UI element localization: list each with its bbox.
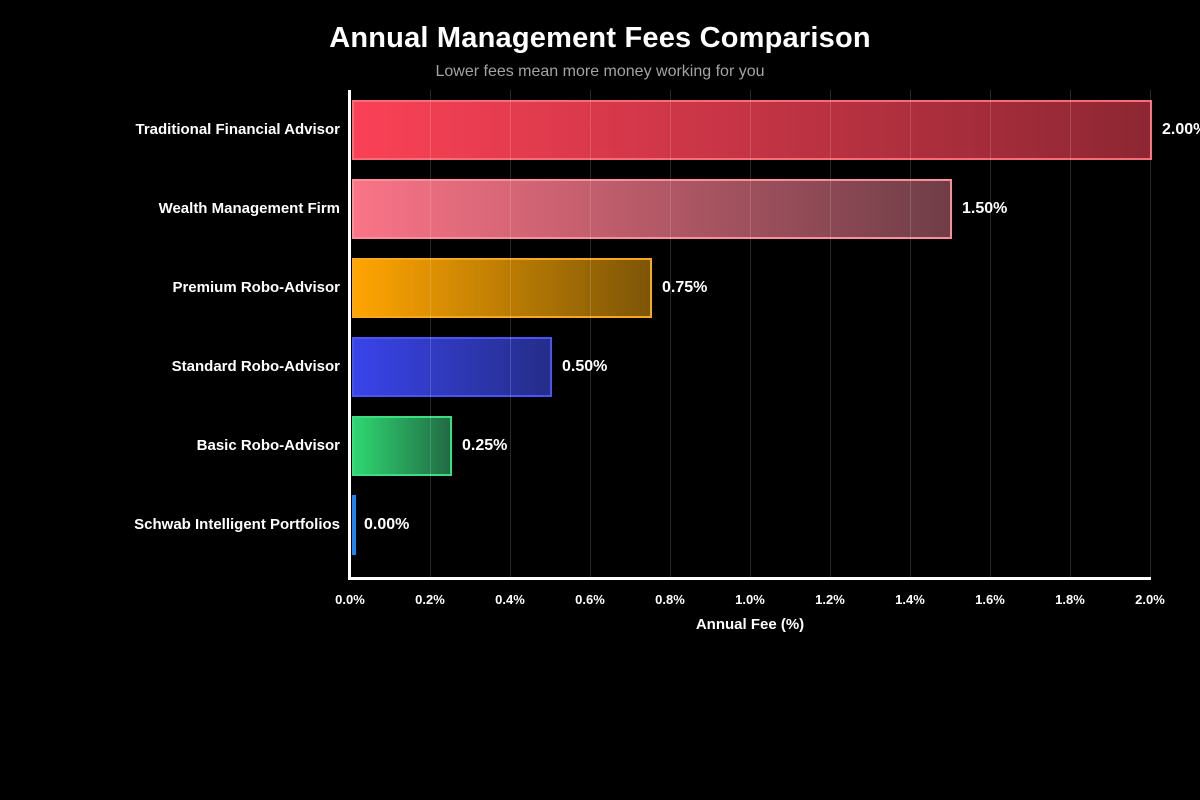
x-tick-label: 1.2% (815, 592, 845, 607)
bar-category-label: Schwab Intelligent Portfolios (134, 516, 340, 533)
x-tick-label: 0.6% (575, 592, 605, 607)
chart-subtitle: Lower fees mean more money working for y… (435, 63, 765, 80)
bar (352, 337, 552, 397)
x-tick-label: 1.6% (975, 592, 1005, 607)
bar-category-label: Traditional Financial Advisor (135, 121, 341, 138)
bar-value-label: 0.75% (662, 279, 708, 296)
bar-value-label: 0.00% (364, 516, 410, 533)
gridline (429, 90, 431, 577)
x-tick-label: 0.8% (655, 592, 685, 607)
x-tick-label: 0.0% (335, 592, 365, 607)
bar-value-label: 1.50% (962, 200, 1008, 217)
bar-value-label: 0.25% (462, 437, 508, 454)
bar (352, 258, 652, 318)
x-tick-label: 0.2% (415, 592, 445, 607)
y-axis-line (348, 90, 351, 579)
bar-value-label: 0.50% (562, 358, 608, 375)
bar-category-label: Premium Robo-Advisor (172, 279, 340, 296)
gridline (589, 90, 591, 577)
bar-value-label: 2.00% (1162, 121, 1200, 138)
bar (352, 179, 952, 239)
gridline (989, 90, 991, 577)
x-tick-label: 1.0% (735, 592, 765, 607)
gridline (749, 90, 751, 577)
x-axis-title: Annual Fee (%) (695, 616, 805, 633)
gridline (509, 90, 511, 577)
bar-category-label: Standard Robo-Advisor (171, 358, 340, 375)
gridline (1149, 90, 1151, 577)
bar (352, 416, 452, 476)
bar-category-label: Basic Robo-Advisor (196, 437, 340, 454)
x-tick-label: 0.4% (495, 592, 525, 607)
gridline (669, 90, 671, 577)
bar-category-label: Wealth Management Firm (158, 200, 340, 217)
x-tick-label: 2.0% (1135, 592, 1165, 607)
bar (352, 495, 356, 555)
chart-title: Annual Management Fees Comparison (329, 22, 871, 54)
x-axis-line (348, 577, 1151, 580)
gridline (829, 90, 831, 577)
x-tick-label: 1.4% (895, 592, 925, 607)
gridline (1069, 90, 1071, 577)
bar (352, 100, 1152, 160)
x-tick-label: 1.8% (1055, 592, 1085, 607)
gridline (909, 90, 911, 577)
